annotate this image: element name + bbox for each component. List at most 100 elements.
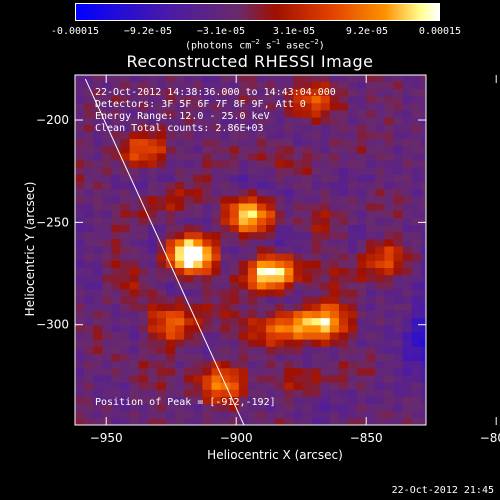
heatmap-cell [257,159,267,168]
heatmap-cell [420,403,426,412]
heatmap-cell [111,331,122,340]
heatmap-cell [393,202,404,211]
heatmap-cell [329,188,340,197]
heatmap-cell [384,396,395,405]
heatmap-cell [302,331,313,340]
heatmap-cell [402,102,413,111]
heatmap-cell [193,367,203,376]
heatmap-cell [75,210,85,218]
heatmap-cell [211,174,222,183]
heatmap-cell [247,124,258,132]
heatmap-cell [420,260,426,268]
heatmap-cell [411,81,422,89]
heatmap-cell [138,159,149,168]
heatmap-cell [129,396,140,405]
heatmap-cell [93,417,103,425]
heatmap-cell [311,317,322,326]
heatmap-cell [84,288,94,297]
heatmap-cell [402,396,413,405]
heatmap-cell [102,159,112,168]
heatmap-cell [111,109,122,118]
heatmap-cell [329,202,340,211]
heatmap-cell [411,95,422,104]
x-tick-label: −900 [220,431,253,445]
heatmap-cell [320,310,331,319]
heatmap-cell [357,75,367,82]
heatmap-cell [338,317,349,326]
heatmap-cell [402,296,413,304]
heatmap-cell [247,145,258,154]
heatmap-cell [238,159,249,168]
heatmap-cell [338,267,349,276]
heatmap-cell [329,389,340,397]
heatmap-cell [93,267,103,276]
heatmap-cell [266,274,276,283]
heatmap-cell [220,396,231,405]
heatmap-cell [129,188,140,197]
heatmap-cell [284,396,294,405]
heatmap-cell [184,288,194,297]
heatmap-cell [156,75,167,82]
heatmap-cell [202,75,213,82]
heatmap-cell [93,396,103,405]
heatmap-cell [175,167,185,175]
heatmap-cell [102,324,112,333]
heatmap-cell [166,274,176,283]
heatmap-cell [147,267,158,276]
heatmap-cell [202,274,213,283]
heatmap-cell [93,152,103,161]
heatmap-cell [266,410,276,419]
heatmap-cell [348,116,358,125]
heatmap-cell [220,81,231,89]
heatmap-cell [320,88,331,97]
heatmap-cell [129,131,140,140]
heatmap-cell [184,217,194,226]
heatmap-cell [93,389,103,397]
heatmap-cell [384,109,395,118]
heatmap-cell [348,417,358,425]
heatmap-cell [202,367,213,376]
heatmap-cell [147,145,158,154]
heatmap-cell [220,339,231,347]
heatmap-cell [229,303,240,311]
heatmap-cell [320,403,331,412]
heatmap-cell [266,288,276,297]
heatmap-cell [147,403,158,412]
heatmap-cell [320,131,331,140]
heatmap-cell [129,231,140,240]
heatmap-cell [320,317,331,326]
heatmap-cell [275,374,285,383]
heatmap-cell [220,367,231,376]
heatmap-cell [311,410,322,419]
colorbar-tick-label: −9.2e-05 [123,26,173,37]
heatmap-cell [311,152,322,161]
energy-range-annotation: Energy Range: 12.0 - 25.0 keV [95,111,270,122]
heatmap-cell [375,75,385,82]
heatmap-cell [102,396,112,405]
heatmap-cell [211,188,222,197]
heatmap-cell [366,159,376,168]
heatmap-cell [193,174,203,183]
heatmap-cell [284,274,294,283]
heatmap-cell [284,245,294,254]
heatmap-cell [393,339,404,347]
heatmap-cell [184,181,194,190]
heatmap-cell [111,159,122,168]
heatmap-cell [411,382,422,390]
heatmap-cell [348,346,358,354]
heatmap-cell [384,410,395,419]
heatmap-cell [166,202,176,211]
heatmap-cell [402,281,413,290]
heatmap-cell [293,389,304,397]
heatmap-cell [247,245,258,254]
heatmap-cell [293,217,304,226]
heatmap-cell [202,353,213,362]
heatmap-cell [266,124,276,132]
heatmap-cell [229,296,240,304]
heatmap-cell [102,174,112,183]
heatmap-cell [166,131,176,140]
heatmap-cell [75,217,85,226]
heatmap-cell [402,288,413,297]
heatmap-cell [229,152,240,161]
heatmap-cell [420,75,426,82]
